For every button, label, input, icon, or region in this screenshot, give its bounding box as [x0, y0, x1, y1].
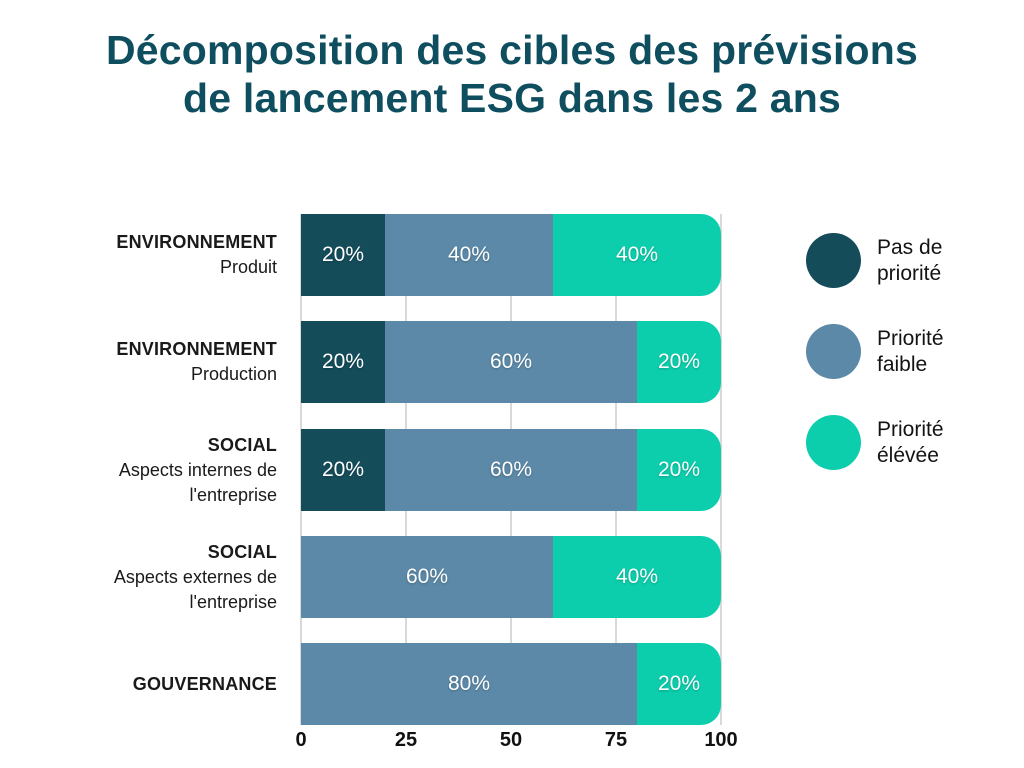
bar-track: 20% 60% 20%: [301, 321, 721, 403]
category-label-subtitle: Produit: [219, 257, 277, 277]
bar-segment: 80%: [301, 643, 637, 725]
category-label-title: GOUVERNANCE: [132, 673, 277, 694]
bar-row: ENVIRONNEMENT Produit 20% 40% 40%: [0, 214, 1024, 296]
bar-value-label: 80%: [447, 672, 491, 695]
bar-value-label: 40%: [615, 565, 659, 588]
category-label-title: SOCIAL: [207, 434, 277, 455]
x-tick-label: 75: [604, 729, 628, 751]
legend-label: Priorité faible: [877, 326, 944, 378]
bar-segment: 20%: [301, 429, 385, 511]
category-label: SOCIAL Aspects internes de l'entreprise: [0, 429, 277, 511]
legend-swatch: [806, 324, 861, 379]
legend-label-line: Priorité: [877, 326, 944, 350]
category-label: GOUVERNANCE: [0, 643, 277, 725]
legend-swatch: [806, 415, 861, 470]
bar-track: 80% 20%: [301, 643, 721, 725]
x-tick-label: 0: [295, 729, 307, 751]
bar-value-label: 20%: [657, 458, 701, 481]
bar-value-label: 60%: [489, 350, 533, 373]
bar-segment: 20%: [637, 643, 721, 725]
legend-swatch: [806, 233, 861, 288]
bar-value-label: 20%: [321, 458, 365, 481]
category-label-title: ENVIRONNEMENT: [116, 339, 277, 359]
bar-value-label: 60%: [489, 458, 533, 481]
bar-value-label: 60%: [405, 565, 449, 588]
bar-segment: 40%: [385, 214, 553, 296]
bar-segment: 40%: [553, 536, 721, 618]
category-label-subtitle: Production: [190, 364, 277, 384]
x-tick-label: 50: [499, 729, 523, 751]
category-label-title: SOCIAL: [207, 541, 277, 562]
legend-label-line: priorité: [877, 261, 942, 285]
legend-label-line: faible: [877, 352, 928, 376]
bar-segment: 60%: [385, 321, 637, 403]
bar-track: 60% 40%: [301, 536, 721, 618]
bar-row: SOCIAL Aspects internes de l'entreprise 20%…: [0, 429, 1024, 511]
legend-item: Pas de priorité: [806, 233, 944, 288]
chart-title: Décomposition des cibles des prévisions …: [0, 26, 1024, 122]
category-label: ENVIRONNEMENT Production: [0, 321, 277, 403]
category-label-title: ENVIRONNEMENT: [116, 232, 277, 252]
bar-row: SOCIAL Aspects externes de l'entreprise 60%…: [0, 536, 1024, 618]
bar-value-label: 20%: [321, 243, 365, 266]
legend: Pas de priorité Priorité faible Priorité élév…: [806, 233, 944, 506]
category-label: ENVIRONNEMENT Produit: [0, 214, 277, 296]
category-label-subtitle: l'entreprise: [189, 484, 277, 505]
bar-segment: 20%: [637, 321, 721, 403]
legend-label-line: Pas de: [877, 235, 943, 259]
bar-segment: 60%: [385, 429, 637, 511]
x-tick-label: 25: [394, 729, 418, 751]
bar-track: 20% 60% 20%: [301, 429, 721, 511]
chart-title-line-2: de lancement ESG dans les 2 ans: [183, 75, 841, 121]
bar-row: GOUVERNANCE 80% 20%: [0, 643, 1024, 725]
legend-label-line: élévée: [877, 443, 939, 467]
legend-item: Priorité faible: [806, 324, 944, 379]
bar-segment: 20%: [637, 429, 721, 511]
legend-label: Priorité élévée: [877, 417, 944, 469]
bar-segment: 40%: [553, 214, 721, 296]
bar-value-label: 20%: [657, 350, 701, 373]
legend-item: Priorité élévée: [806, 415, 944, 470]
bar-value-label: 40%: [615, 243, 659, 266]
x-tick-label: 100: [704, 729, 738, 751]
bar-segment: 60%: [301, 536, 553, 618]
category-label: SOCIAL Aspects externes de l'entreprise: [0, 536, 277, 618]
bar-value-label: 20%: [321, 350, 365, 373]
gridline: [720, 214, 722, 725]
bar-segment: 20%: [301, 214, 385, 296]
category-label-subtitle: l'entreprise: [189, 591, 277, 612]
bar-segment: 20%: [301, 321, 385, 403]
legend-label: Pas de priorité: [877, 235, 942, 287]
legend-label-line: Priorité: [877, 417, 944, 441]
x-axis: 0 25 50 75 100: [295, 729, 737, 755]
chart-title-line-1: Décomposition des cibles des prévisions: [105, 27, 919, 73]
category-label-subtitle: Aspects internes de: [118, 459, 277, 480]
bar-row: ENVIRONNEMENT Production 20% 60% 20%: [0, 321, 1024, 403]
bar-value-label: 20%: [657, 672, 701, 695]
bar-track: 20% 40% 40%: [301, 214, 721, 296]
category-label-subtitle: Aspects externes de: [113, 566, 277, 587]
bar-value-label: 40%: [447, 243, 491, 266]
